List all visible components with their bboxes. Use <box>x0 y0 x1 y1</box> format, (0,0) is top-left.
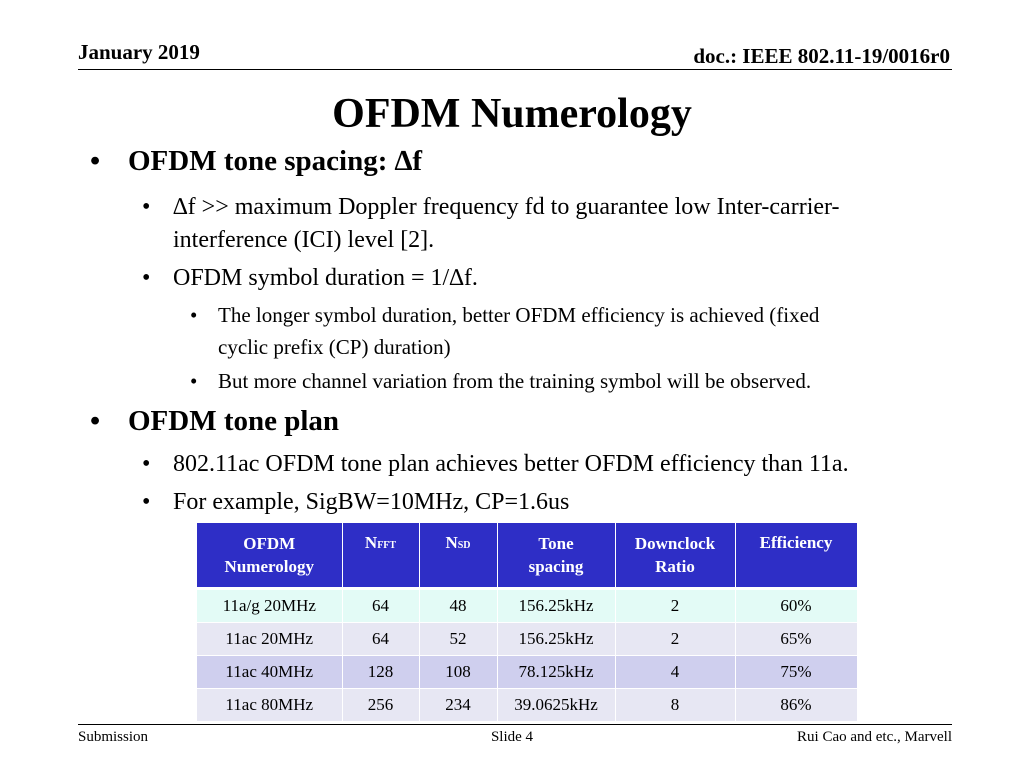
cell-tone-spacing: 78.125kHz <box>497 655 616 689</box>
table-row: 11a/g 20MHz 64 48 156.25kHz 2 60% <box>197 588 858 623</box>
table-header-row: OFDM Numerology NFFT NSD Tone spacing Do… <box>197 523 858 590</box>
header-nfft: NFFT <box>342 523 420 590</box>
bullet-icon: • <box>190 303 198 327</box>
bullet-text: OFDM tone spacing: ∆f <box>128 145 423 177</box>
bullet-text: cyclic prefix (CP) duration) <box>218 335 451 359</box>
bullet-text: The longer symbol duration, better OFDM … <box>218 303 820 327</box>
header-downclock-ratio: Downclock Ratio <box>615 523 736 590</box>
header-nsd: NSD <box>419 523 498 590</box>
footer-slide-number: Slide 4 <box>490 729 534 745</box>
bullet-icon: • <box>142 194 151 220</box>
header-divider <box>78 69 952 70</box>
cell-nfft: 128 <box>342 655 420 689</box>
table-row: 11ac 80MHz 256 234 39.0625kHz 8 86% <box>197 688 858 722</box>
cell-numerology: 11ac 40MHz <box>197 655 343 689</box>
footer-divider <box>78 724 952 725</box>
cell-numerology: 11ac 20MHz <box>197 622 343 656</box>
cell-downclock: 4 <box>615 655 736 689</box>
cell-downclock: 2 <box>615 588 736 623</box>
bullet-icon: • <box>90 405 101 437</box>
cell-nsd: 48 <box>419 588 498 623</box>
numerology-table: OFDM Numerology NFFT NSD Tone spacing Do… <box>197 523 858 722</box>
footer-author: Rui Cao and etc., Marvell <box>797 729 952 745</box>
header-tone-spacing: Tone spacing <box>497 523 616 590</box>
bullet-text: interference (ICI) level [2]. <box>173 227 435 253</box>
cell-tone-spacing: 156.25kHz <box>497 588 616 623</box>
bullet-text: OFDM symbol duration = 1/∆f. <box>173 265 478 291</box>
bullet-icon: • <box>142 451 151 477</box>
bullet-icon: • <box>190 369 198 393</box>
table-row: 11ac 40MHz 128 108 78.125kHz 4 75% <box>197 655 858 689</box>
cell-downclock: 8 <box>615 688 736 722</box>
cell-nsd: 52 <box>419 622 498 656</box>
cell-tone-spacing: 39.0625kHz <box>497 688 616 722</box>
cell-numerology: 11ac 80MHz <box>197 688 343 722</box>
cell-nfft: 64 <box>342 588 420 623</box>
header-efficiency: Efficiency <box>735 523 858 590</box>
cell-efficiency: 86% <box>735 688 858 722</box>
cell-efficiency: 75% <box>735 655 858 689</box>
bullet-text: For example, SigBW=10MHz, CP=1.6us <box>173 489 570 515</box>
cell-nsd: 234 <box>419 688 498 722</box>
footer-submission: Submission <box>78 729 149 745</box>
slide-title: OFDM Numerology <box>332 91 692 137</box>
bullet-text: But more channel variation from the trai… <box>218 369 812 393</box>
header-date: January 2019 <box>78 40 200 64</box>
bullet-icon: • <box>142 489 151 515</box>
bullet-text: 802.11ac OFDM tone plan achieves better … <box>173 451 849 477</box>
cell-downclock: 2 <box>615 622 736 656</box>
cell-nsd: 108 <box>419 655 498 689</box>
cell-efficiency: 65% <box>735 622 858 656</box>
bullet-text: ∆f >> maximum Doppler frequency fd to gu… <box>173 194 840 220</box>
bullet-icon: • <box>142 265 151 291</box>
header-numerology: OFDM Numerology <box>197 523 343 590</box>
header-doc-id: doc.: IEEE 802.11-19/0016r0 <box>693 44 950 68</box>
table-row: 11ac 20MHz 64 52 156.25kHz 2 65% <box>197 622 858 656</box>
cell-efficiency: 60% <box>735 588 858 623</box>
cell-nfft: 256 <box>342 688 420 722</box>
cell-nfft: 64 <box>342 622 420 656</box>
cell-tone-spacing: 156.25kHz <box>497 622 616 656</box>
cell-numerology: 11a/g 20MHz <box>197 588 343 623</box>
bullet-icon: • <box>90 145 101 177</box>
bullet-text: OFDM tone plan <box>128 405 340 437</box>
